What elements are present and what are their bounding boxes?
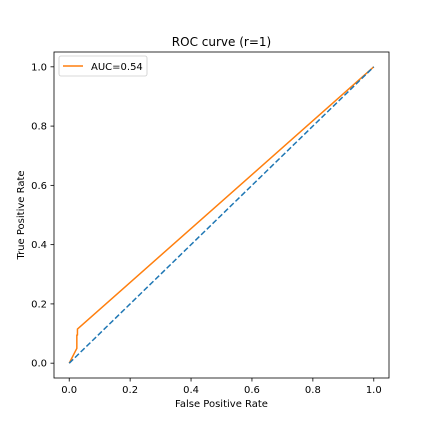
y-tick-label: 0.6	[31, 181, 47, 192]
x-tick-label: 0.0	[61, 385, 77, 396]
plot-area: 0.0 0.2 0.4 0.6 0.8 1.0 0.0 0.2 0.4 0.6 0.8 1.0	[31, 51, 390, 396]
x-tick-label: 0.2	[122, 385, 138, 396]
axes-frame	[53, 51, 390, 379]
chart-title: ROC curve (r=1)	[172, 35, 271, 49]
y-tick-label: 0.8	[31, 122, 47, 133]
y-tick-label: 0.0	[31, 359, 47, 370]
x-axis-label: False Positive Rate	[175, 399, 268, 410]
legend-box	[58, 55, 148, 77]
y-axis-label: True Positive Rate	[16, 170, 27, 260]
x-tick-label: 0.6	[244, 385, 260, 396]
y-tick-label: 0.2	[31, 299, 47, 310]
legend-label: AUC=0.54	[91, 62, 143, 73]
x-tick-label: 1.0	[366, 385, 382, 396]
legend: AUC=0.54	[58, 55, 148, 77]
series-line-roc	[68, 66, 375, 364]
x-tick-label: 0.8	[305, 385, 321, 396]
y-tick-label: 1.0	[31, 62, 47, 73]
x-tick-label: 0.4	[183, 385, 199, 396]
y-tick-label: 0.4	[31, 240, 47, 251]
series-line-chance	[68, 66, 375, 364]
